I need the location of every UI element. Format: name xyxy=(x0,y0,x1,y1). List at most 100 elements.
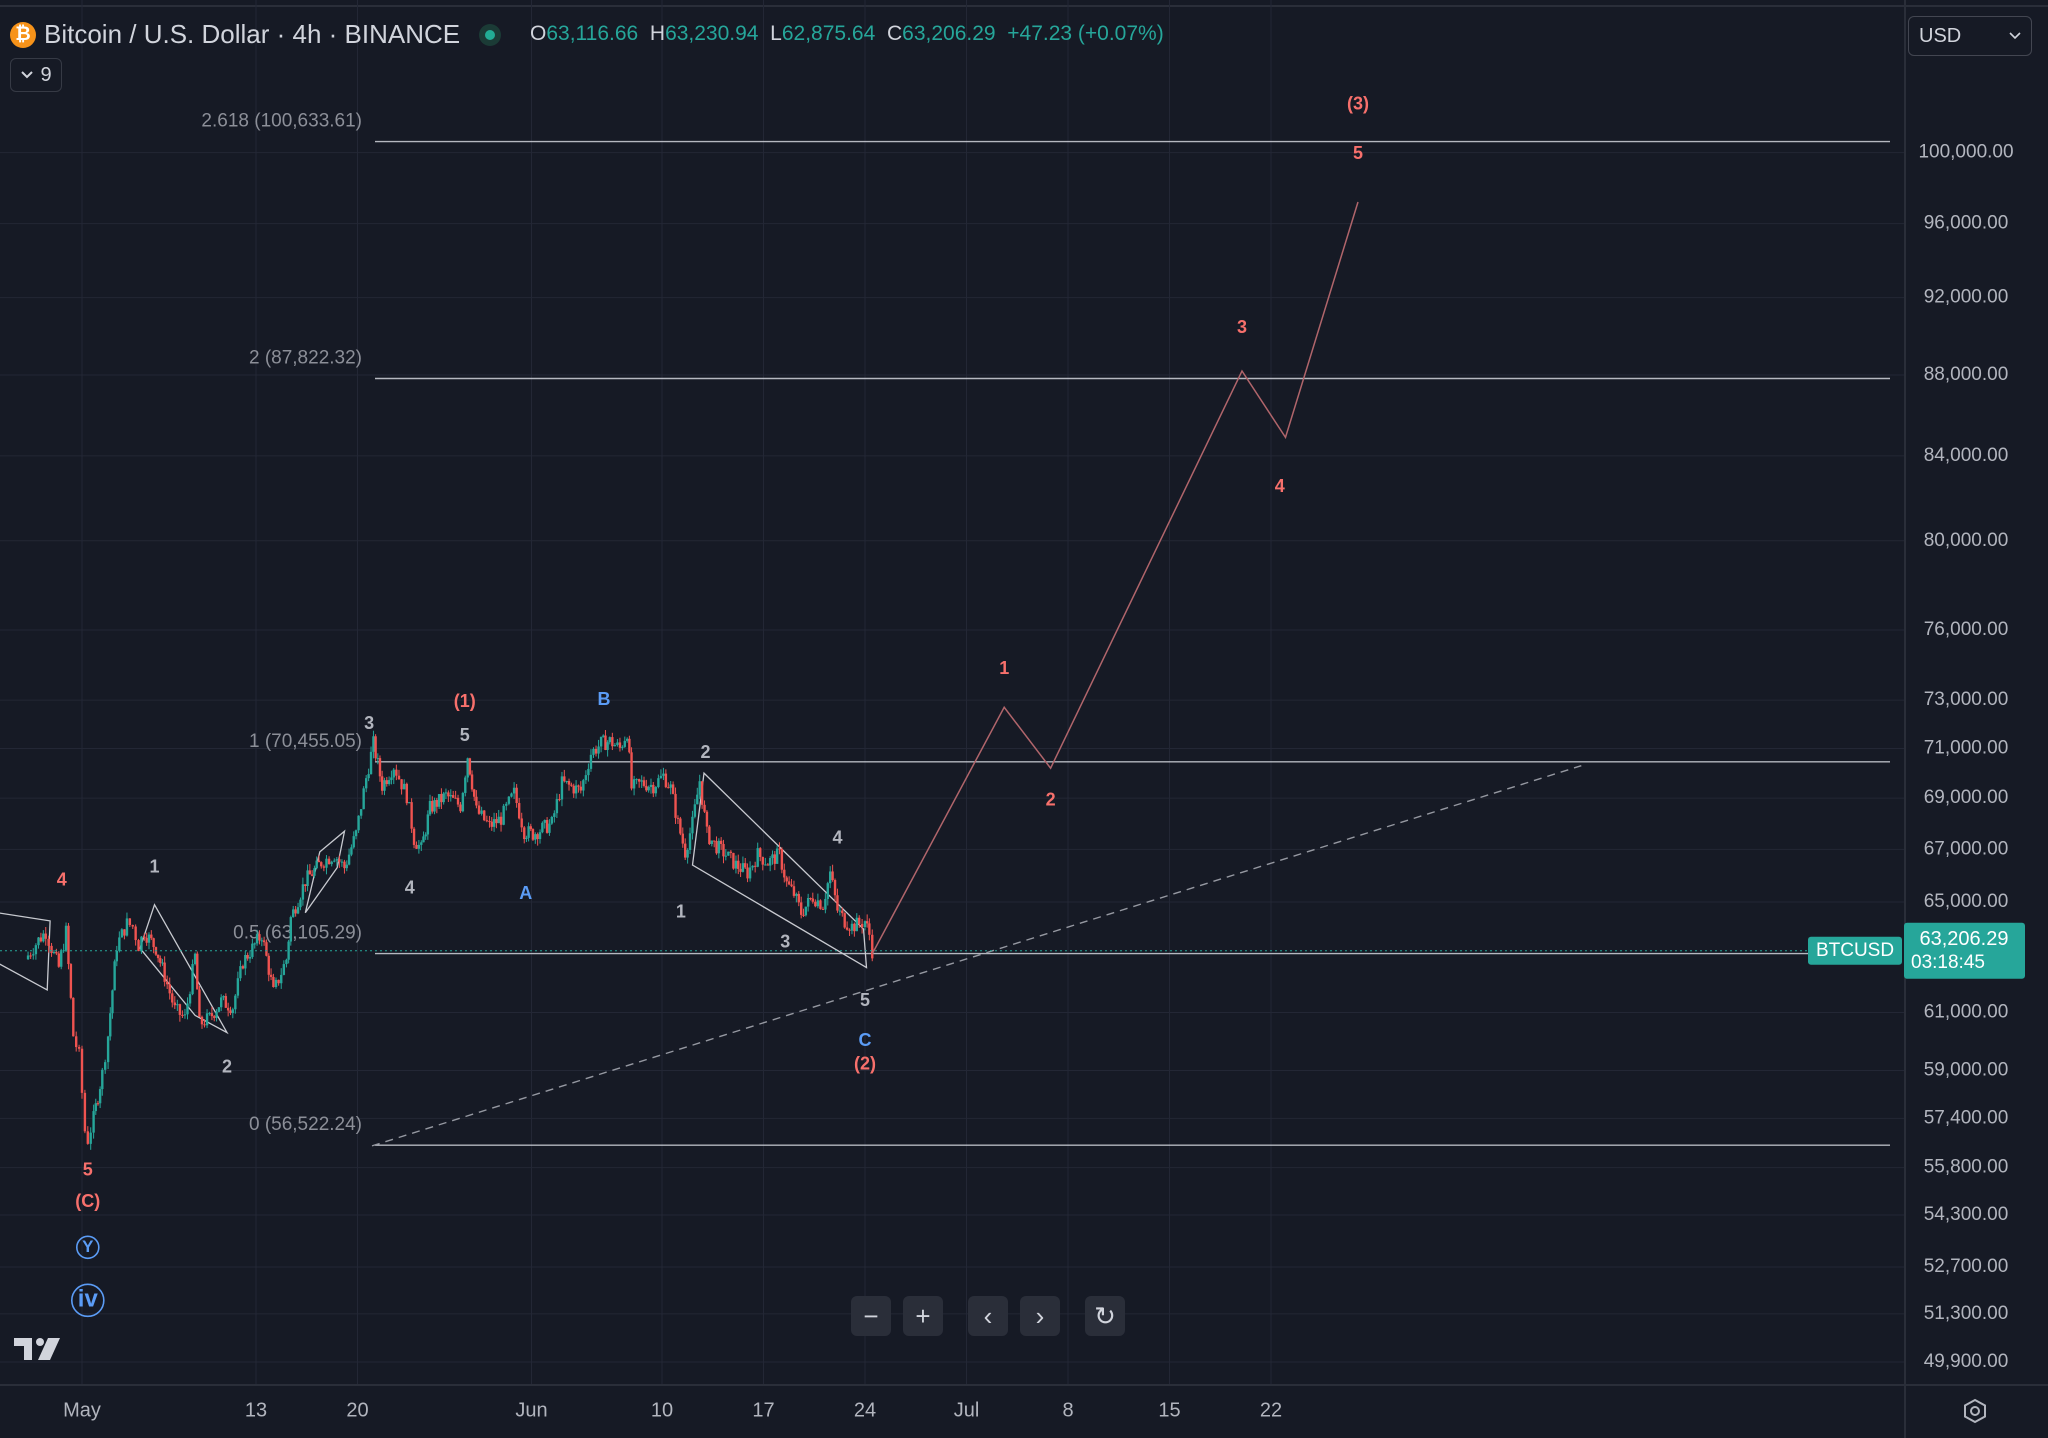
candle-body xyxy=(555,799,559,814)
indicators-collapse-button[interactable]: 9 xyxy=(10,58,62,92)
candle-body xyxy=(262,940,266,943)
candle-body xyxy=(188,994,192,1004)
candle-body xyxy=(306,870,309,886)
candle-body xyxy=(567,780,571,785)
candle-body xyxy=(797,893,800,903)
candle-body xyxy=(272,976,275,988)
candle-body xyxy=(383,780,386,791)
zoom-in-button[interactable]: + xyxy=(903,1296,943,1336)
candle-body xyxy=(183,1014,187,1016)
candle-body xyxy=(447,792,450,797)
candle-body xyxy=(428,800,432,815)
candle-body xyxy=(333,860,336,862)
price-tick-label: 84,000.00 xyxy=(1924,445,2009,466)
candle-body xyxy=(560,776,564,800)
change-value: +47.23 (+0.07%) xyxy=(1007,22,1164,45)
wave-label-circle xyxy=(71,1283,105,1318)
candle-body xyxy=(681,833,684,844)
candle-body xyxy=(345,864,348,869)
candle-body xyxy=(715,841,718,854)
symbol-title[interactable]: Bitcoin / U.S. Dollar · 4h · BINANCE xyxy=(44,19,461,49)
candle-body xyxy=(582,780,585,791)
candle-body xyxy=(92,1111,95,1133)
price-tick-label: 100,000.00 xyxy=(1918,142,2013,163)
tradingview-logo[interactable] xyxy=(12,1334,76,1372)
candle-body xyxy=(317,860,321,863)
chevron-down-icon xyxy=(21,71,34,79)
candle-body xyxy=(203,1024,206,1026)
candle-body xyxy=(380,776,384,791)
candle-body xyxy=(753,865,757,867)
candle-body xyxy=(222,996,225,998)
candle-body xyxy=(282,964,286,975)
time-tick-label: May xyxy=(63,1399,101,1421)
candle-body xyxy=(527,826,530,838)
price-tick-label: 76,000.00 xyxy=(1924,619,2009,640)
candle-body xyxy=(67,925,70,965)
candle-body xyxy=(400,779,403,790)
candle-body xyxy=(470,774,474,790)
candle-body xyxy=(602,735,605,737)
candle-body xyxy=(662,773,665,776)
candle-body xyxy=(171,993,174,1003)
candle-body xyxy=(140,936,143,952)
candle-body xyxy=(338,859,341,862)
candle-body xyxy=(783,869,786,878)
gear-icon[interactable] xyxy=(1962,1398,1988,1431)
candle-body xyxy=(327,858,331,865)
candle-body xyxy=(468,758,472,775)
wave-label: 5 xyxy=(83,1159,93,1179)
candle-body xyxy=(771,854,774,858)
candle-body xyxy=(410,802,413,829)
open-value: 63,116.66 xyxy=(546,22,639,45)
scroll-left-button[interactable]: ‹ xyxy=(968,1296,1008,1336)
candle-body xyxy=(449,795,452,797)
candle-body xyxy=(152,938,155,948)
candle-body xyxy=(764,864,767,866)
candle-body xyxy=(354,830,358,837)
candle-body xyxy=(652,784,655,794)
candle-body xyxy=(488,820,491,822)
reset-chart-button[interactable]: ↻ xyxy=(1085,1296,1125,1336)
candle-body xyxy=(287,941,290,960)
candle-body xyxy=(80,1048,84,1093)
candle-body xyxy=(604,735,607,750)
candles xyxy=(26,730,874,1150)
symbol-tag-label: BTCUSD xyxy=(1816,940,1894,961)
candle-body xyxy=(684,843,687,858)
candle-body xyxy=(529,826,532,830)
time-tick-label: 20 xyxy=(346,1399,368,1421)
time-tick-label: 13 xyxy=(245,1399,267,1421)
candle-body xyxy=(785,877,788,882)
candle-body xyxy=(359,809,363,816)
candle-body xyxy=(163,962,166,982)
candle-body xyxy=(499,816,503,825)
candle-body xyxy=(452,795,455,798)
wave-label: 4 xyxy=(1275,476,1285,496)
time-tick-label: 8 xyxy=(1062,1399,1073,1421)
candle-body xyxy=(265,942,268,956)
candle-body xyxy=(826,883,829,899)
candle-body xyxy=(292,909,295,918)
candle-body xyxy=(640,780,643,782)
candle-body xyxy=(405,783,408,804)
chevron-down-icon xyxy=(2009,32,2021,40)
low-value: 62,875.64 xyxy=(781,22,876,45)
wave-label: C xyxy=(859,1030,872,1050)
candle-body xyxy=(536,834,539,840)
candle-body xyxy=(686,849,689,858)
price-tag-bg xyxy=(1904,922,2025,979)
candle-body xyxy=(60,951,63,967)
candle-body xyxy=(510,793,513,797)
candle-body xyxy=(589,754,593,769)
scroll-right-button[interactable]: › xyxy=(1020,1296,1060,1336)
candle-body xyxy=(727,851,730,856)
candle-body xyxy=(412,828,416,845)
zoom-out-button[interactable]: − xyxy=(851,1296,891,1336)
candle-body xyxy=(787,881,791,885)
currency-select[interactable]: USD xyxy=(1908,16,2032,56)
dashed-trendline xyxy=(371,765,1582,1147)
candle-body xyxy=(746,867,749,879)
candle-body xyxy=(395,769,398,776)
